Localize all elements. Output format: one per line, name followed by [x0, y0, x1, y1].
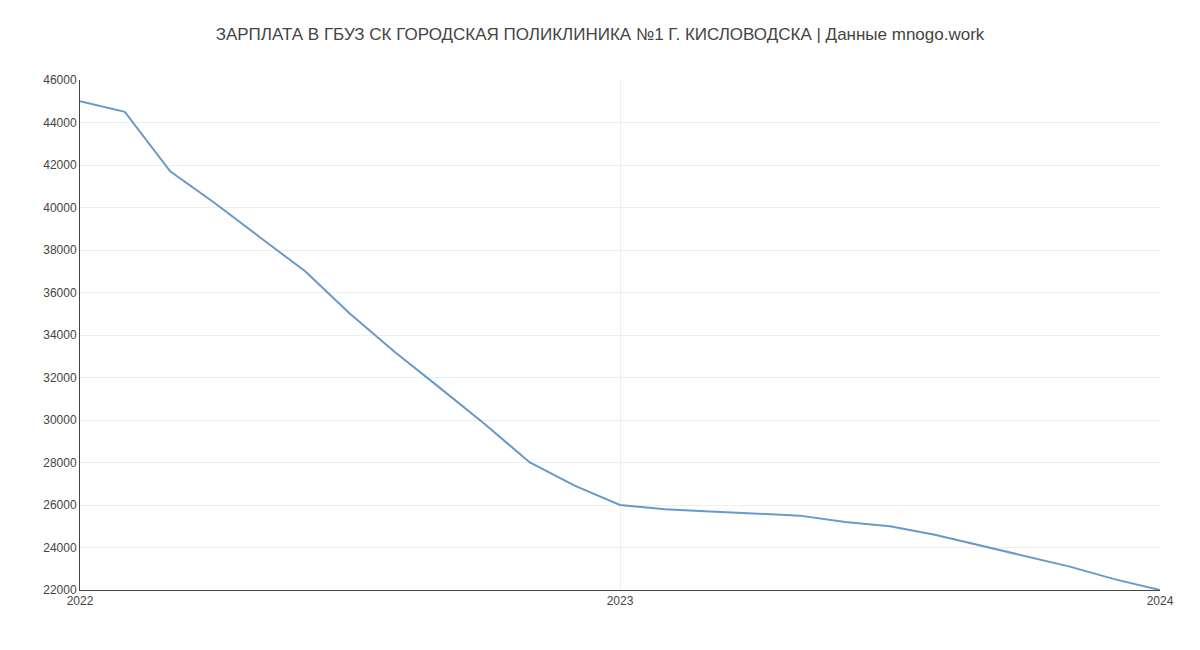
- svg-text:24000: 24000: [43, 541, 77, 555]
- svg-text:28000: 28000: [43, 456, 77, 470]
- svg-text:22000: 22000: [43, 583, 77, 597]
- svg-text:2022: 2022: [67, 594, 94, 608]
- svg-text:36000: 36000: [43, 286, 77, 300]
- svg-text:26000: 26000: [43, 498, 77, 512]
- svg-text:34000: 34000: [43, 328, 77, 342]
- svg-text:2024: 2024: [1147, 594, 1174, 608]
- svg-text:30000: 30000: [43, 413, 77, 427]
- svg-text:32000: 32000: [43, 371, 77, 385]
- svg-text:ЗАРПЛАТА В ГБУЗ СК ГОРОДСКАЯ П: ЗАРПЛАТА В ГБУЗ СК ГОРОДСКАЯ ПОЛИКЛИНИКА…: [216, 25, 985, 44]
- svg-text:44000: 44000: [43, 116, 77, 130]
- svg-text:46000: 46000: [43, 73, 77, 87]
- svg-text:42000: 42000: [43, 158, 77, 172]
- svg-text:40000: 40000: [43, 201, 77, 215]
- svg-text:38000: 38000: [43, 243, 77, 257]
- svg-text:2023: 2023: [607, 594, 634, 608]
